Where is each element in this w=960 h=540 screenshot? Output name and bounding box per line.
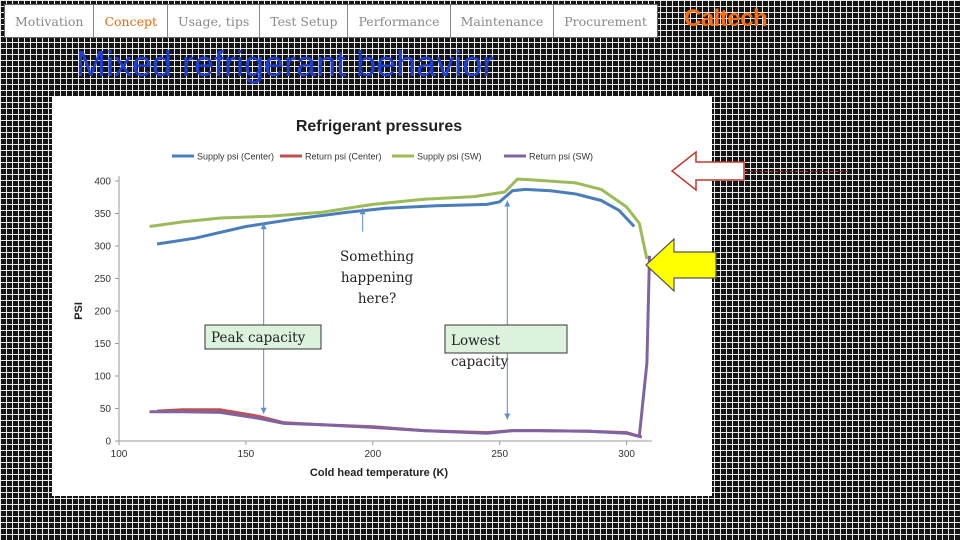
peak-capacity-connector-head-top [260, 223, 267, 230]
nav-item-concept[interactable]: Concept [94, 5, 169, 37]
y-tick-label: 150 [94, 339, 111, 350]
x-tick-label: 300 [618, 449, 635, 460]
y-tick-label: 400 [94, 177, 111, 188]
y-tick-label: 200 [94, 307, 111, 318]
legend-entry: Return psi (Center) [305, 152, 382, 162]
nav-item-procurement[interactable]: Procurement [554, 5, 657, 37]
nav-item-maintenance[interactable]: Maintenance [450, 5, 555, 37]
top-nav: Motivation Concept Usage, tips Test Setu… [4, 4, 658, 38]
refrigerant-pressure-chart: Refrigerant pressures Supply psi (Center)… [52, 96, 712, 496]
white-arrow-icon [670, 150, 745, 192]
annotation-lowest-capacity: Lowest capacity [451, 333, 509, 370]
annotation-peak-capacity: Peak capacity [211, 330, 306, 346]
y-tick-label: 50 [100, 404, 112, 415]
slide-title: Mixed refrigerant behavior [76, 43, 495, 84]
yellow-arrow-icon [645, 237, 717, 293]
annotation-peak-capacity-box [204, 324, 322, 350]
nav-item-test-setup[interactable]: Test Setup [260, 5, 349, 37]
lowest-capacity-connector-head-bottom [504, 413, 511, 420]
legend-entry: Supply psi (Center) [197, 152, 274, 162]
x-tick-label: 100 [111, 449, 128, 460]
series-return-sw-line [149, 255, 651, 438]
chart-title: Refrigerant pressures [296, 118, 462, 135]
caltech-logo: Caltech [684, 5, 768, 32]
peak-capacity-connector-head-bottom [260, 407, 267, 414]
y-axis-label: PSI [73, 302, 85, 320]
lowest-capacity-connector-head-top [504, 200, 511, 207]
y-tick-label: 300 [94, 242, 111, 253]
something-connector-head [359, 208, 366, 215]
annotation-lowest-capacity-box [444, 324, 568, 354]
y-tick-label: 350 [94, 209, 111, 220]
legend-entry: Return psi (SW) [529, 152, 593, 162]
y-tick-label: 0 [105, 437, 111, 448]
nav-item-usage-tips[interactable]: Usage, tips [168, 5, 261, 37]
series-supply-center-line [156, 187, 636, 246]
x-tick-label: 150 [238, 449, 255, 460]
x-axis-label: Cold head temperature (K) [310, 467, 448, 479]
annotation-something-happening: Something happening here? [340, 249, 414, 307]
x-tick-label: 250 [491, 449, 508, 460]
legend-entry: Supply psi (SW) [417, 152, 482, 162]
x-tick-label: 200 [364, 449, 381, 460]
y-tick-label: 100 [94, 372, 111, 383]
series-supply-sw-line [149, 177, 649, 260]
nav-item-performance[interactable]: Performance [348, 5, 451, 37]
y-tick-label: 250 [94, 274, 111, 285]
nav-item-motivation[interactable]: Motivation [5, 5, 95, 37]
